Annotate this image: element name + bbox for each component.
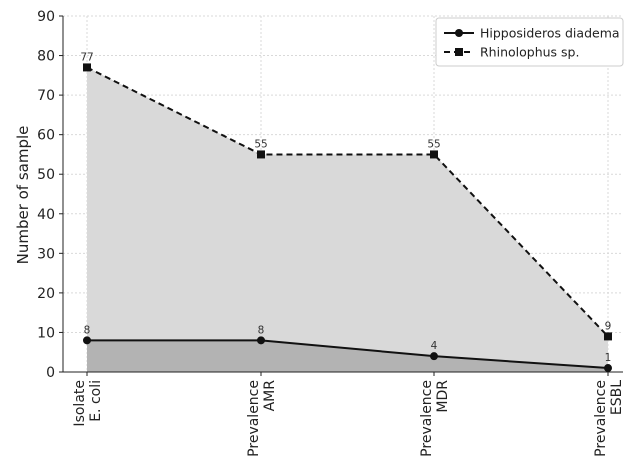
y-tick-label: 60: [37, 128, 55, 144]
x-tick-label: Isolate E. coli: [72, 380, 104, 427]
data-point: [604, 364, 612, 373]
data-label: 77: [80, 51, 93, 63]
x-tick-label-line: Prevalence: [419, 380, 435, 457]
legend-label: Hipposideros diadema: [480, 26, 620, 41]
data-point: [83, 336, 91, 345]
series-line: [87, 339, 609, 370]
x-tick-label-line: MDR: [435, 380, 451, 413]
y-tick-label: 80: [37, 49, 55, 65]
data-point: [83, 63, 91, 72]
legend-marker: [455, 29, 463, 37]
data-label: 8: [258, 324, 265, 336]
area-fills: [87, 67, 608, 372]
data-label: 9: [605, 320, 612, 332]
y-tick-label: 20: [37, 286, 55, 302]
legend: Hipposideros diadema Rhinolophus sp.: [435, 17, 624, 67]
x-tick-label: Prevalence MDR: [419, 380, 451, 457]
x-tick-label-line: Prevalence: [246, 380, 262, 457]
y-tick-label: 90: [37, 9, 55, 25]
x-tick-label: Prevalence AMR: [246, 380, 278, 457]
area-fill: [87, 340, 608, 372]
y-tick-label: 50: [37, 167, 55, 183]
x-tick-label: Prevalence ESBL: [593, 380, 625, 457]
x-tick-label-line: AMR: [262, 380, 278, 412]
y-tick-label: 70: [37, 88, 55, 104]
legend-label: Rhinolophus sp.: [480, 45, 579, 60]
data-labels: 8 8 4 1 77 55 55 9: [80, 51, 611, 364]
data-point: [604, 332, 612, 341]
x-tick-label-line: E. coli: [88, 380, 104, 422]
data-point: [430, 352, 438, 361]
legend-box: [435, 17, 624, 67]
x-tick-label-line: Prevalence: [593, 380, 609, 457]
legend-marker: [455, 48, 463, 56]
data-point: [257, 336, 265, 345]
y-tick-label: 10: [37, 325, 55, 341]
data-label: 1: [605, 352, 612, 364]
data-point: [430, 150, 438, 159]
data-label: 8: [84, 324, 91, 336]
data-label: 4: [431, 340, 438, 352]
x-tick-label-line: ESBL: [609, 380, 625, 415]
y-tick-label: 30: [37, 246, 55, 262]
series-line: [86, 66, 609, 338]
x-tick-label-line: Isolate: [72, 380, 88, 427]
area-fill: [87, 67, 608, 372]
y-axis-title: Number of sample: [14, 126, 32, 265]
axes: 0 10 20 30 40 50 60 70 80 90 Isolate E. coli Prevale…: [37, 9, 625, 457]
y-tick-label: 40: [37, 207, 55, 223]
data-label: 55: [254, 138, 267, 150]
data-point: [257, 150, 265, 159]
series: [83, 63, 612, 373]
data-label: 55: [427, 138, 440, 150]
y-tick-label: 0: [46, 365, 55, 381]
